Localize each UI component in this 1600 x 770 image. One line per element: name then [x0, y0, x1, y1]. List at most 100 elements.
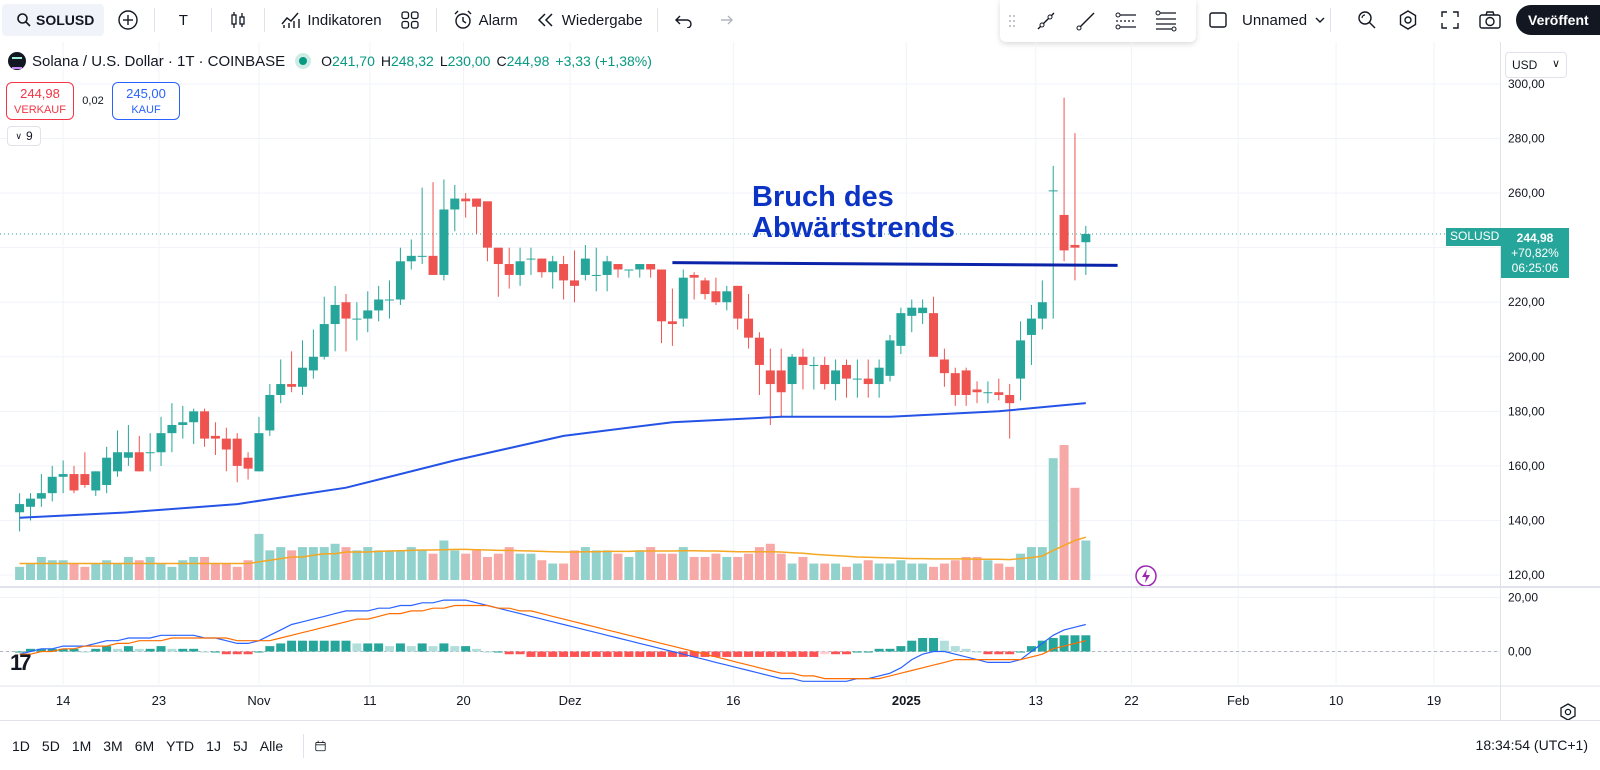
sell-button[interactable]: 244,98 VERKAUF [6, 82, 74, 120]
quick-search-icon[interactable] [1355, 8, 1379, 32]
volume-bar [15, 566, 25, 580]
x-tick-label: 19 [1427, 693, 1441, 708]
indicator-toggle[interactable]: ∨ 9 [7, 126, 41, 146]
templates-button[interactable] [390, 4, 430, 36]
drawing-favorites-panel [1000, 0, 1196, 42]
settings-gear-icon[interactable] [1396, 8, 1420, 32]
drag-handle-icon[interactable] [1004, 9, 1020, 33]
y-tick-label: 300,00 [1508, 77, 1545, 91]
legend-open: O241,70 [321, 53, 375, 69]
buy-button[interactable]: 245,00 KAUF [112, 82, 180, 120]
x-tick-label: 22 [1124, 693, 1138, 708]
volume-bar [1070, 487, 1080, 580]
time-range-list: 1D 5D 1M 3M 6M YTD 1J 5J Alle [6, 732, 289, 760]
camera-icon[interactable] [1478, 8, 1502, 32]
candle-body [678, 277, 688, 319]
volume-bar [613, 553, 623, 580]
candle-body [776, 370, 786, 393]
chart-type-button[interactable] [218, 4, 258, 36]
macd-histogram-bar [58, 648, 68, 652]
macd-histogram-bar [287, 640, 297, 652]
x-tick-label: 13 [1029, 693, 1043, 708]
legend-close: C244,98 [496, 53, 550, 69]
y-tick-label: 280,00 [1508, 132, 1545, 146]
x-tick-label: 14 [56, 693, 70, 708]
volume-bar [276, 547, 286, 580]
volume-bar [580, 547, 590, 580]
macd-tick-label: 20,00 [1508, 590, 1538, 604]
symbol-search-button[interactable]: SOLUSD [2, 4, 105, 36]
replay-button[interactable]: Wiedergabe [526, 4, 651, 36]
y-tick-label: 260,00 [1508, 186, 1545, 200]
trendline-tool-icon[interactable] [1034, 9, 1058, 33]
ray-tool-icon[interactable] [1074, 9, 1098, 33]
macd-histogram-bar [156, 646, 166, 652]
fullscreen-icon[interactable] [1438, 8, 1462, 32]
macd-histogram-bar [36, 648, 46, 652]
volume-bar [907, 563, 917, 580]
calendar-goto-icon[interactable] [303, 733, 327, 758]
volume-bar [123, 556, 133, 580]
candle-body [885, 340, 895, 376]
candle-body [787, 356, 797, 385]
range-button-1d[interactable]: 1D [12, 737, 30, 754]
trade-buttons: 244,98 VERKAUF 0,02 245,00 KAUF [6, 82, 180, 120]
chart-canvas[interactable]: 120,00140,00160,00180,00200,00220,00240,… [0, 0, 1600, 728]
candle-body [1081, 234, 1091, 243]
volume-ma-line [19, 536, 1087, 565]
macd-histogram-bar [744, 651, 754, 657]
range-button-5j[interactable]: 5J [232, 737, 248, 754]
layout-selector[interactable]: Unnamed [1198, 4, 1335, 36]
tradingview-logo-icon[interactable]: 17 [10, 650, 32, 675]
volume-bar [841, 566, 851, 580]
chart-annotation-text[interactable]: Bruch des Abwärtstrends [752, 182, 955, 244]
macd-histogram-bar [646, 651, 656, 657]
range-button-ytd[interactable]: YTD [166, 737, 195, 754]
macd-histogram-bar [47, 648, 57, 652]
range-button-5d[interactable]: 5D [41, 737, 60, 754]
volume-bar [918, 563, 928, 580]
macd-pane [0, 599, 1500, 682]
range-button-3m[interactable]: 3M [103, 737, 123, 754]
candle-body [863, 378, 873, 385]
candle-body [646, 264, 656, 270]
clock-timezone[interactable]: 18:34:54 (UTC+1) [1475, 737, 1588, 753]
range-button-alle[interactable]: Alle [259, 737, 284, 754]
parallel-channel-icon[interactable] [1114, 9, 1138, 33]
macd-histogram-bar [123, 646, 133, 652]
legend-high: H248,32 [380, 53, 434, 69]
volume-bar [36, 556, 46, 580]
macd-histogram-bar [1059, 635, 1069, 652]
compare-add-button[interactable] [108, 4, 148, 36]
interval-button[interactable]: T [161, 4, 205, 36]
search-icon [12, 8, 36, 32]
publish-button[interactable]: Veröffent [1516, 5, 1600, 35]
candle-body [482, 201, 492, 248]
undo-button[interactable] [664, 4, 704, 36]
alarm-button[interactable]: Alarm [443, 4, 526, 36]
volume-bar [1048, 458, 1058, 580]
volume-bar [385, 550, 395, 580]
range-button-1j[interactable]: 1J [206, 737, 221, 754]
fib-retracement-icon[interactable] [1154, 9, 1178, 33]
macd-histogram-bar [863, 651, 873, 653]
macd-histogram-bar [961, 648, 971, 652]
redo-button[interactable] [704, 4, 744, 36]
solana-logo-icon [8, 52, 26, 70]
volume-bar [243, 560, 253, 580]
currency-select[interactable]: USD ∨ [1505, 52, 1567, 78]
volume-bar [744, 553, 754, 580]
last-price-tag: 244,98 +70,82% 06:25:06 [1501, 228, 1569, 278]
lightning-icon-bolt [1142, 569, 1150, 583]
range-button-6m[interactable]: 6M [134, 737, 155, 754]
range-button-1m[interactable]: 1M [71, 737, 92, 754]
volume-bar [221, 563, 231, 580]
candle-body [841, 364, 851, 379]
legend-title[interactable]: Solana / U.S. Dollar · 1T · COINBASE [32, 52, 286, 70]
legend-change: +3,33 (+1,38%) [555, 53, 652, 69]
macd-line [19, 599, 1086, 682]
indicators-button[interactable]: Indikatoren [271, 4, 389, 36]
y-tick-label: 200,00 [1508, 350, 1545, 364]
x-tick-label: 23 [152, 693, 166, 708]
alarm-label: Alarm [478, 11, 518, 29]
